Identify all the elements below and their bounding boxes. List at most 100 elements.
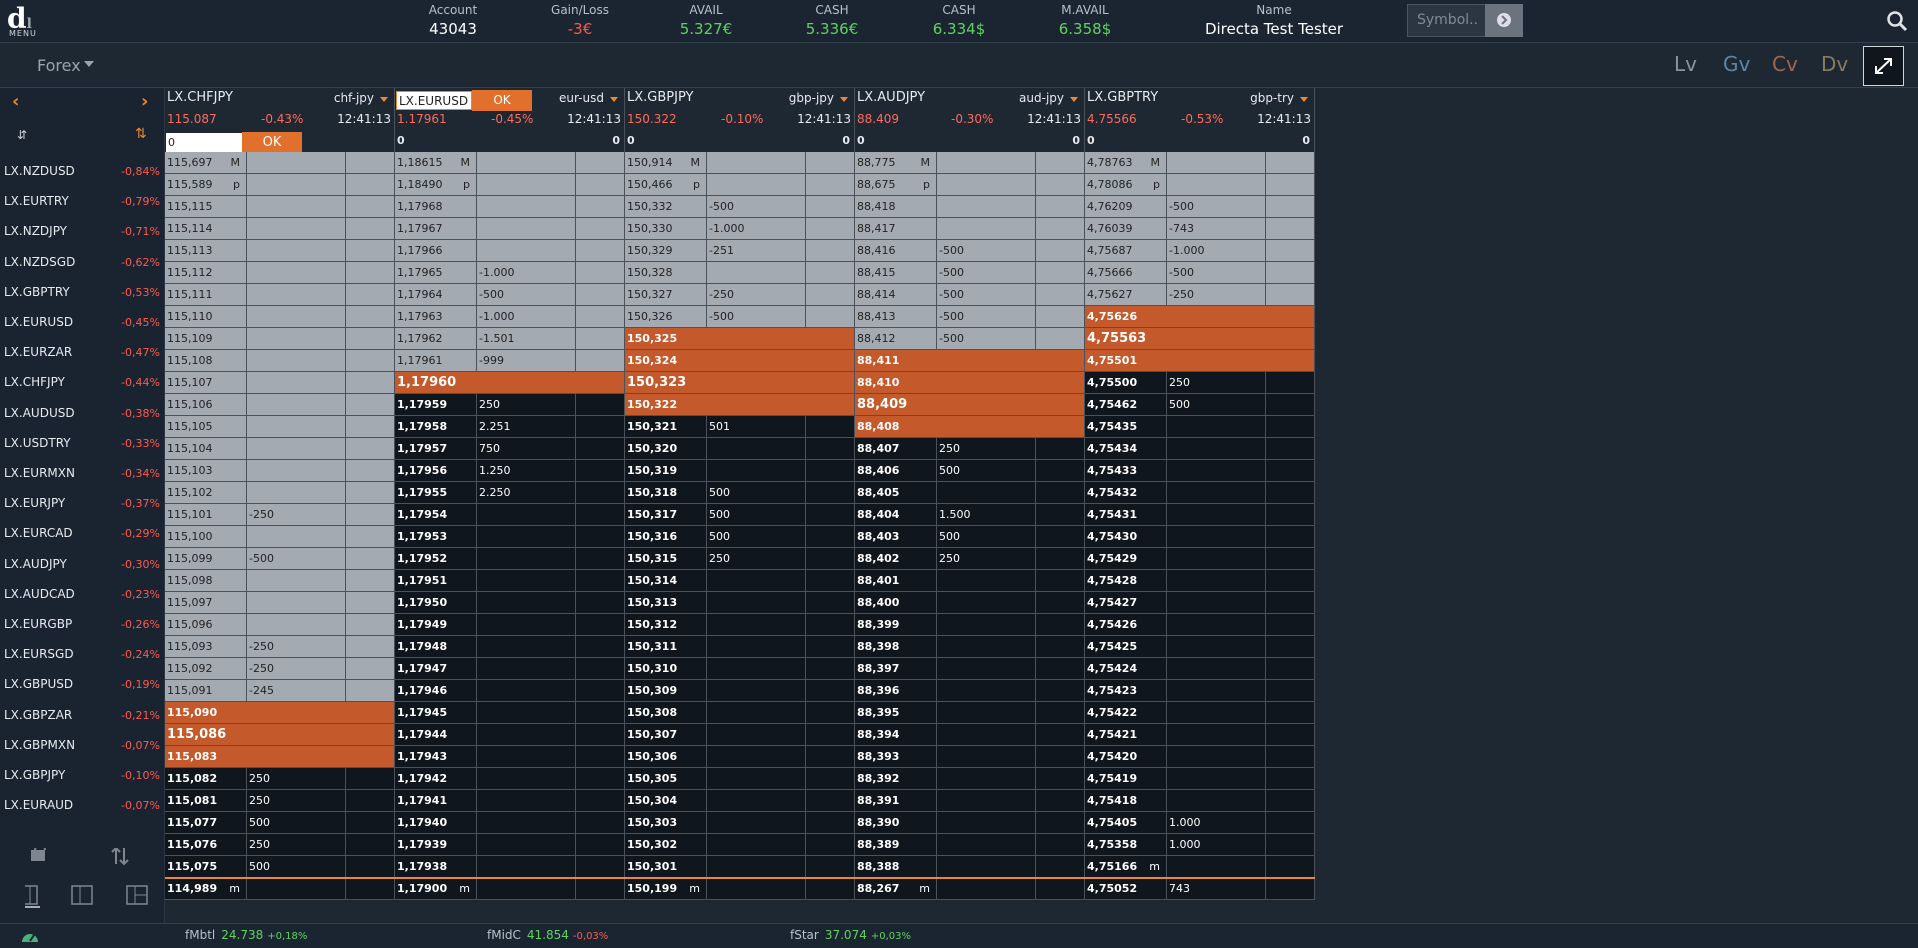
ladder-row[interactable]: 1,17944 [395, 724, 625, 746]
ladder-row[interactable]: 4,76209 -500 [1085, 196, 1315, 218]
watch-symbol[interactable]: LX.AUDJPY [4, 556, 67, 571]
ladder-row[interactable]: 4,75418 [1085, 790, 1315, 812]
ladder-row[interactable]: 150,466 p [625, 174, 855, 196]
ladder-row[interactable]: 1,17968 [395, 196, 625, 218]
ladder-row[interactable]: 4,78086 p [1085, 174, 1315, 196]
watch-symbol[interactable]: LX.USDTRY [4, 435, 71, 450]
ladder-row[interactable]: 4,75431 [1085, 504, 1315, 526]
ladder-row[interactable]: 1,17940 [395, 812, 625, 834]
ladder-row[interactable]: 1,17948 [395, 636, 625, 658]
ladder-row[interactable]: 4,75424 [1085, 658, 1315, 680]
ladder-row[interactable]: 150,330 -1.000 [625, 218, 855, 240]
ladder-row[interactable]: 150,315 250 [625, 548, 855, 570]
ladder-row[interactable]: 150,318 500 [625, 482, 855, 504]
watch-symbol[interactable]: LX.EURTRY [4, 194, 69, 209]
ladder-row[interactable]: 150,317 500 [625, 504, 855, 526]
ladder-row[interactable]: 88,417 [855, 218, 1085, 240]
ladder-row[interactable]: 150,326 -500 [625, 306, 855, 328]
watch-symbol[interactable]: LX.NZDUSD [4, 164, 75, 178]
ladder-row[interactable]: 1,17951 [395, 570, 625, 592]
ladder-row[interactable]: 1,17954 [395, 504, 625, 526]
ladder-row[interactable]: 115,104 [165, 438, 395, 460]
ladder-row[interactable]: 4,75427 [1085, 592, 1315, 614]
ladder-row[interactable]: 4,75428 [1085, 570, 1315, 592]
sort-order[interactable]: ⇅ [135, 126, 147, 142]
ladder-row[interactable]: 115,100 [165, 526, 395, 548]
ladder-row[interactable]: 1,17961 -999 [395, 350, 625, 372]
ladder-row[interactable]: 88,397 [855, 658, 1085, 680]
ladder-row[interactable]: 150,306 [625, 746, 855, 768]
ladder-row[interactable]: 88,410 [855, 372, 1085, 394]
watch-symbol[interactable]: LX.GBPMXN [4, 737, 76, 752]
ladder-row[interactable]: 1,17900 m [395, 878, 625, 900]
ladder-row[interactable]: 115,091 -245 [165, 680, 395, 702]
ladder-row[interactable]: 114,989 m [165, 878, 395, 900]
ladder-row[interactable]: 150,323 [625, 372, 855, 394]
ladder-row[interactable]: 4,75433 [1085, 460, 1315, 482]
view-button[interactable]: Dv [1821, 52, 1849, 76]
ladder-row[interactable]: 4,75435 [1085, 416, 1315, 438]
ladder-row[interactable]: 88,408 [855, 416, 1085, 438]
ladder-row[interactable]: 150,319 [625, 460, 855, 482]
expand-button[interactable] [1863, 46, 1904, 86]
ladder-row[interactable]: 115,090 [165, 702, 395, 724]
code-arrow[interactable] [380, 97, 388, 102]
ladder-row[interactable]: 1,17962 -1.501 [395, 328, 625, 350]
ladder-row[interactable]: 4,75434 [1085, 438, 1315, 460]
watch-symbol[interactable]: LX.EURJPY [4, 496, 66, 511]
ladder-row[interactable]: 88,416 -500 [855, 240, 1085, 262]
watch-symbol[interactable]: LX.NZDSGD [4, 254, 76, 269]
ladder-row[interactable]: 88,407 250 [855, 438, 1085, 460]
ladder-row[interactable]: 150,313 [625, 592, 855, 614]
ladder-row[interactable]: 1,17960 [395, 372, 625, 394]
ladder-row[interactable]: 88,775 M [855, 152, 1085, 174]
watch-symbol[interactable]: LX.GBPUSD [4, 677, 74, 692]
ladder-row[interactable]: 88,409 [855, 394, 1085, 416]
ladder-row[interactable]: 150,914 M [625, 152, 855, 174]
ladder-row[interactable]: 4,75426 [1085, 614, 1315, 636]
ladder-row[interactable]: 88,415 -500 [855, 262, 1085, 284]
ladder-row[interactable]: 4,78763 M [1085, 152, 1315, 174]
ladder-row[interactable]: 150,312 [625, 614, 855, 636]
ladder-row[interactable]: 1,17938 [395, 856, 625, 878]
ladder-row[interactable]: 150,307 [625, 724, 855, 746]
watch-change[interactable]: -0,34% [121, 467, 160, 480]
ladder-row[interactable]: 150,303 [625, 812, 855, 834]
symbol-field[interactable]: LX.EURUSD [396, 91, 472, 110]
ladder-row[interactable]: 4,75405 1.000 [1085, 812, 1315, 834]
watch-change[interactable]: -0,19% [121, 678, 160, 692]
ladder-row[interactable]: 150,305 [625, 768, 855, 790]
watch-symbol[interactable]: LX.GBPZAR [4, 707, 73, 722]
ladder-row[interactable]: 150,302 [625, 834, 855, 856]
ladder-row[interactable]: 4,75430 [1085, 526, 1315, 548]
watch-change[interactable]: -0,53% [121, 285, 160, 299]
ladder-row[interactable]: 1,17965 -1.000 [395, 262, 625, 284]
watch-change[interactable]: -0,21% [121, 708, 160, 722]
symbol-ok[interactable]: OK [472, 90, 532, 111]
ladder-row[interactable]: 1,17946 [395, 680, 625, 702]
nav-prev[interactable]: ‹ [12, 91, 20, 112]
ladder-row[interactable]: 115,105 [165, 416, 395, 438]
ladder-row[interactable]: 115,096 [165, 614, 395, 636]
ladder-row[interactable]: 4,75666 -500 [1085, 262, 1315, 284]
ladder-row[interactable]: 88,398 [855, 636, 1085, 658]
ladder-row[interactable]: 115,082 250 [165, 768, 395, 790]
ladder-row[interactable]: 115,112 [165, 262, 395, 284]
ladder-row[interactable]: 88,400 [855, 592, 1085, 614]
ladder-row[interactable]: 88,401 [855, 570, 1085, 592]
ladder-row[interactable]: 4,76039 -743 [1085, 218, 1315, 240]
ladder-row[interactable]: 115,108 [165, 350, 395, 372]
sort-button[interactable]: ⇵ [17, 128, 28, 142]
ladder-symbol[interactable]: LX.GBPTRY [1087, 90, 1159, 105]
ok-button[interactable]: OK [242, 132, 302, 154]
ladder-row[interactable]: 150,325 [625, 328, 855, 350]
ladder-row[interactable]: 115,107 [165, 372, 395, 394]
ladder-row[interactable]: 4,75462 500 [1085, 394, 1315, 416]
ladder-row[interactable]: 150,199 m [625, 878, 855, 900]
qty-input[interactable]: 0 [166, 133, 242, 153]
code-arrow[interactable] [1300, 97, 1308, 102]
watch-symbol[interactable]: LX.EURZAR [4, 345, 73, 360]
watch-change[interactable]: -0,07% [121, 799, 160, 813]
ladder-row[interactable]: 1,17939 [395, 834, 625, 856]
ladder-row[interactable]: 115,113 [165, 240, 395, 262]
